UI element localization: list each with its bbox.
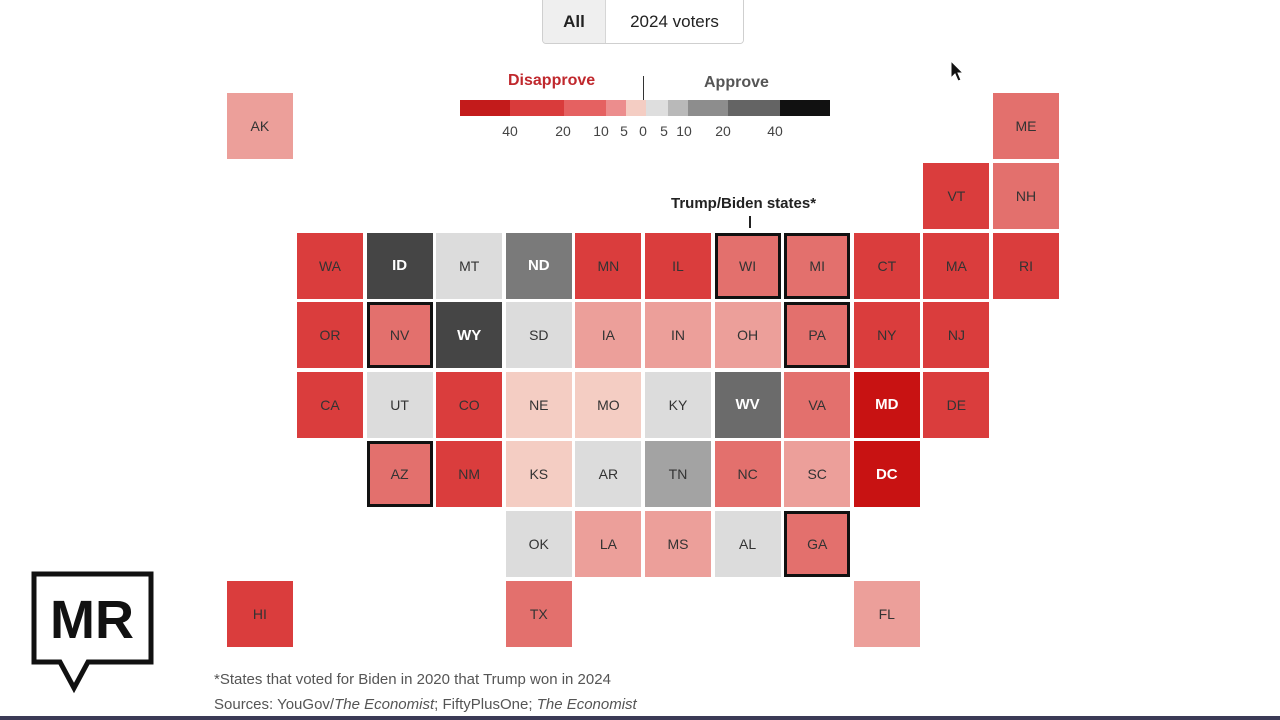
state-tile-va[interactable]: VA — [784, 371, 851, 438]
state-tile-oh[interactable]: OH — [714, 302, 781, 369]
state-tile-tn[interactable]: TN — [645, 441, 711, 508]
state-tile-nj[interactable]: NJ — [923, 302, 990, 369]
legend-tick-label: 5 — [620, 123, 628, 139]
footnote-sources: Sources: YouGov/The Economist; FiftyPlus… — [214, 696, 637, 713]
mouse-cursor-icon — [950, 60, 964, 82]
legend-segment — [646, 100, 668, 116]
state-tile-mn[interactable]: MN — [575, 232, 642, 299]
state-tile-wa[interactable]: WA — [297, 232, 363, 299]
bottom-bar — [0, 716, 1280, 720]
legend-tick-label: 20 — [555, 123, 571, 139]
legend-zero-divider — [643, 76, 644, 100]
annotation-pointer-line — [749, 216, 751, 228]
state-tile-ct[interactable]: CT — [853, 232, 920, 299]
sources-economist-2: The Economist — [536, 696, 637, 713]
state-tile-hi[interactable]: HI — [226, 580, 293, 647]
legend-segment — [460, 100, 510, 116]
mr-logo-icon: MR — [31, 571, 154, 694]
state-tile-nm[interactable]: NM — [436, 441, 503, 508]
state-tile-ar[interactable]: AR — [575, 441, 642, 508]
state-tile-wi[interactable]: WI — [714, 232, 781, 299]
state-tile-md[interactable]: MD — [853, 371, 920, 438]
legend-approve-label: Approve — [704, 74, 769, 91]
state-tile-tx[interactable]: TX — [505, 580, 572, 647]
state-tile-nh[interactable]: NH — [993, 163, 1059, 229]
legend-color-scale — [460, 100, 830, 116]
state-tile-nc[interactable]: NC — [714, 441, 781, 508]
state-tile-az[interactable]: AZ — [366, 441, 433, 508]
sources-prefix: Sources: YouGov/ — [214, 696, 335, 713]
state-tile-il[interactable]: IL — [645, 232, 711, 299]
sources-economist: The Economist — [334, 696, 435, 713]
state-tile-ak[interactable]: AK — [226, 93, 293, 160]
state-tile-ut[interactable]: UT — [366, 371, 433, 438]
legend-tick-label: 40 — [502, 123, 518, 139]
state-tile-mi[interactable]: MI — [784, 232, 851, 299]
state-tile-id[interactable]: ID — [366, 232, 433, 299]
state-tile-wy[interactable]: WY — [436, 302, 503, 369]
state-tile-sd[interactable]: SD — [505, 302, 572, 369]
state-tile-ky[interactable]: KY — [645, 371, 711, 438]
legend-segment — [626, 100, 646, 116]
voter-filter-toggle: All 2024 voters — [542, 0, 744, 44]
legend-tick-label: 0 — [639, 123, 647, 139]
state-tile-ne[interactable]: NE — [505, 371, 572, 438]
legend-tick-label: 10 — [593, 123, 609, 139]
state-tile-mt[interactable]: MT — [436, 232, 503, 299]
legend-segment — [510, 100, 564, 116]
state-tile-ok[interactable]: OK — [505, 511, 572, 577]
legend-segment — [728, 100, 780, 116]
toggle-all-button[interactable]: All — [543, 0, 606, 43]
state-tile-pa[interactable]: PA — [784, 302, 851, 369]
legend-tick-label: 5 — [660, 123, 668, 139]
state-tile-me[interactable]: ME — [993, 93, 1059, 160]
legend-segment — [606, 100, 626, 116]
legend-tick-label: 10 — [676, 123, 692, 139]
legend-segment — [780, 100, 830, 116]
state-tile-vt[interactable]: VT — [923, 163, 990, 229]
state-tile-or[interactable]: OR — [297, 302, 363, 369]
legend-segment — [564, 100, 606, 116]
trump-biden-states-annotation: Trump/Biden states* — [671, 195, 817, 212]
state-tile-dc[interactable]: DC — [853, 441, 920, 508]
state-tile-ri[interactable]: RI — [993, 232, 1059, 299]
state-tile-wv[interactable]: WV — [714, 371, 781, 438]
sources-mid: ; FiftyPlusOne; — [434, 696, 537, 713]
state-tile-al[interactable]: AL — [714, 511, 781, 577]
legend-segment — [688, 100, 728, 116]
state-tile-ms[interactable]: MS — [645, 511, 711, 577]
state-tile-in[interactable]: IN — [645, 302, 711, 369]
legend-tick-label: 20 — [715, 123, 731, 139]
toggle-2024-voters-button[interactable]: 2024 voters — [606, 0, 743, 43]
logo-text: MR — [50, 590, 134, 650]
state-tile-sc[interactable]: SC — [784, 441, 851, 508]
state-tile-ny[interactable]: NY — [853, 302, 920, 369]
state-tile-nv[interactable]: NV — [366, 302, 433, 369]
footnote-flipped-states: *States that voted for Biden in 2020 tha… — [214, 671, 611, 688]
state-tile-co[interactable]: CO — [436, 371, 503, 438]
state-tile-nd[interactable]: ND — [505, 232, 572, 299]
legend-tick-label: 40 — [767, 123, 783, 139]
state-tile-ga[interactable]: GA — [784, 511, 851, 577]
state-tile-fl[interactable]: FL — [853, 580, 920, 647]
state-tile-la[interactable]: LA — [575, 511, 642, 577]
legend-disapprove-label: Disapprove — [508, 72, 596, 89]
state-tile-ma[interactable]: MA — [923, 232, 990, 299]
state-tile-de[interactable]: DE — [923, 371, 990, 438]
state-tile-ia[interactable]: IA — [575, 302, 642, 369]
state-tile-mo[interactable]: MO — [575, 371, 642, 438]
state-tile-ca[interactable]: CA — [297, 371, 363, 438]
legend-segment — [668, 100, 688, 116]
state-tile-ks[interactable]: KS — [505, 441, 572, 508]
